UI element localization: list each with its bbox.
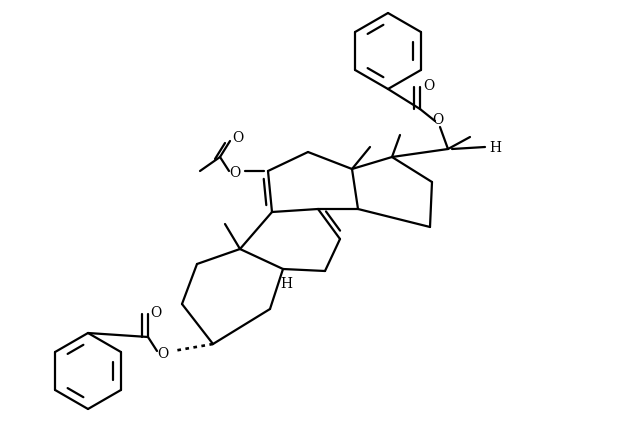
Text: O: O: [232, 131, 244, 145]
Text: O: O: [433, 113, 444, 127]
Text: O: O: [150, 305, 162, 319]
Text: O: O: [424, 79, 435, 93]
Text: H: H: [489, 141, 501, 155]
Text: O: O: [157, 346, 168, 360]
Text: O: O: [229, 166, 241, 180]
Text: H: H: [280, 276, 292, 290]
